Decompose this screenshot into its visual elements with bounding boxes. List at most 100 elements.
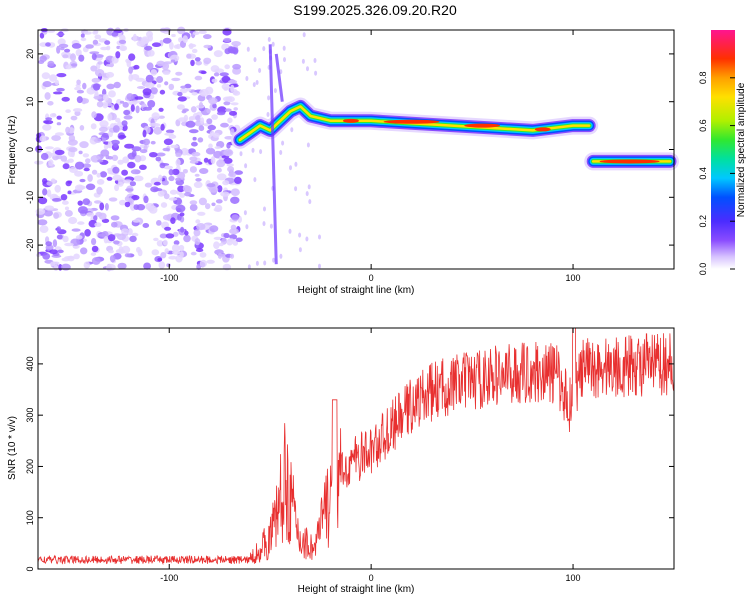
noise-speckle — [157, 257, 163, 262]
noise-speckle — [314, 70, 318, 76]
noise-speckle — [144, 82, 155, 89]
noise-speckle — [94, 138, 102, 143]
noise-speckle — [96, 179, 105, 185]
noise-speckle — [39, 135, 46, 142]
snr-y-axis-label: SNR (10 * v/v) — [7, 416, 18, 480]
noise-speckle — [37, 219, 48, 226]
noise-speckle — [76, 96, 83, 104]
noise-speckle — [51, 254, 62, 258]
noise-speckle — [222, 28, 232, 36]
ridge-core — [238, 105, 591, 142]
noise-speckle — [134, 96, 144, 100]
noise-speckle — [206, 118, 213, 125]
noise-speckle — [186, 88, 192, 92]
snr-y-tick-label: 400 — [25, 356, 35, 371]
noise-speckle — [282, 45, 286, 51]
noise-speckle — [42, 252, 51, 260]
noise-speckle — [53, 212, 59, 219]
noise-speckle — [213, 207, 222, 212]
snr-y-tick-label: 300 — [25, 408, 35, 423]
noise-speckle — [100, 171, 107, 178]
noise-speckle — [79, 125, 85, 131]
noise-speckle — [183, 234, 191, 243]
noise-speckle — [90, 65, 98, 72]
noise-speckle — [186, 53, 192, 59]
noise-speckle — [44, 205, 55, 211]
noise-speckle — [177, 185, 185, 193]
noise-speckle — [195, 219, 201, 224]
noise-speckle — [160, 123, 165, 131]
noise-speckle — [263, 260, 267, 266]
noise-speckle — [190, 251, 197, 256]
noise-speckle — [67, 158, 74, 163]
noise-speckle — [149, 152, 158, 158]
noise-speckle — [156, 76, 164, 83]
noise-speckle — [163, 239, 168, 246]
noise-speckle — [171, 168, 180, 176]
noise-speckle — [153, 237, 159, 242]
noise-speckle — [56, 226, 61, 232]
noise-speckle — [173, 44, 179, 49]
noise-speckle — [302, 32, 306, 38]
noise-speckle — [223, 37, 232, 43]
noise-speckle — [289, 165, 292, 171]
noise-speckle — [42, 124, 52, 131]
noise-speckle — [140, 149, 148, 154]
noise-speckle — [107, 156, 113, 160]
noise-speckle — [64, 206, 70, 211]
noise-speckle — [131, 146, 142, 152]
noise-speckle — [114, 103, 119, 110]
noise-speckle — [79, 178, 86, 183]
noise-speckle — [93, 29, 99, 34]
noise-speckle — [91, 238, 97, 246]
noise-speckle — [230, 102, 239, 106]
noise-speckle — [44, 92, 51, 100]
noise-speckle — [146, 30, 153, 38]
noise-speckle — [229, 234, 238, 240]
noise-speckle — [126, 93, 134, 101]
noise-speckle — [305, 236, 309, 242]
noise-speckle — [206, 183, 216, 188]
noise-speckle — [117, 159, 124, 165]
noise-speckle — [182, 169, 188, 174]
noise-speckle — [77, 221, 85, 225]
noise-speckle — [244, 163, 248, 169]
noise-speckle — [74, 161, 85, 170]
noise-speckle — [163, 165, 173, 170]
noise-speckle — [101, 218, 110, 223]
noise-speckle — [146, 62, 154, 71]
noise-speckle — [132, 33, 137, 42]
noise-speckle — [68, 147, 78, 153]
chart-title: S199.2025.326.09.20.R20 — [293, 2, 457, 18]
noise-speckle — [224, 64, 230, 70]
noise-speckle — [298, 232, 302, 238]
noise-speckle — [213, 241, 220, 249]
noise-speckle — [221, 253, 226, 258]
spectrogram-y-tick-label: 0 — [25, 147, 35, 152]
noise-speckle — [143, 195, 149, 204]
noise-speckle — [162, 70, 171, 75]
noise-speckle — [163, 138, 173, 146]
noise-speckle — [76, 79, 81, 85]
noise-speckle — [175, 204, 186, 213]
noise-speckle — [71, 43, 82, 49]
noise-speckle — [97, 61, 103, 65]
noise-speckle — [157, 190, 165, 197]
noise-speckle — [49, 249, 59, 254]
noise-speckle — [203, 157, 209, 163]
noise-speckle — [94, 54, 104, 58]
noise-speckle — [131, 100, 141, 104]
noise-speckle — [231, 41, 241, 47]
noise-speckle — [52, 239, 58, 248]
noise-speckle — [229, 253, 235, 259]
noise-speckle — [112, 174, 122, 181]
noise-speckle — [115, 117, 121, 123]
noise-speckle — [96, 186, 103, 195]
noise-speckle — [155, 156, 162, 162]
noise-speckle — [230, 84, 235, 93]
noise-speckle — [170, 59, 176, 63]
noise-speckle — [182, 185, 191, 192]
noise-speckle — [50, 261, 56, 267]
noise-speckle — [175, 254, 183, 263]
